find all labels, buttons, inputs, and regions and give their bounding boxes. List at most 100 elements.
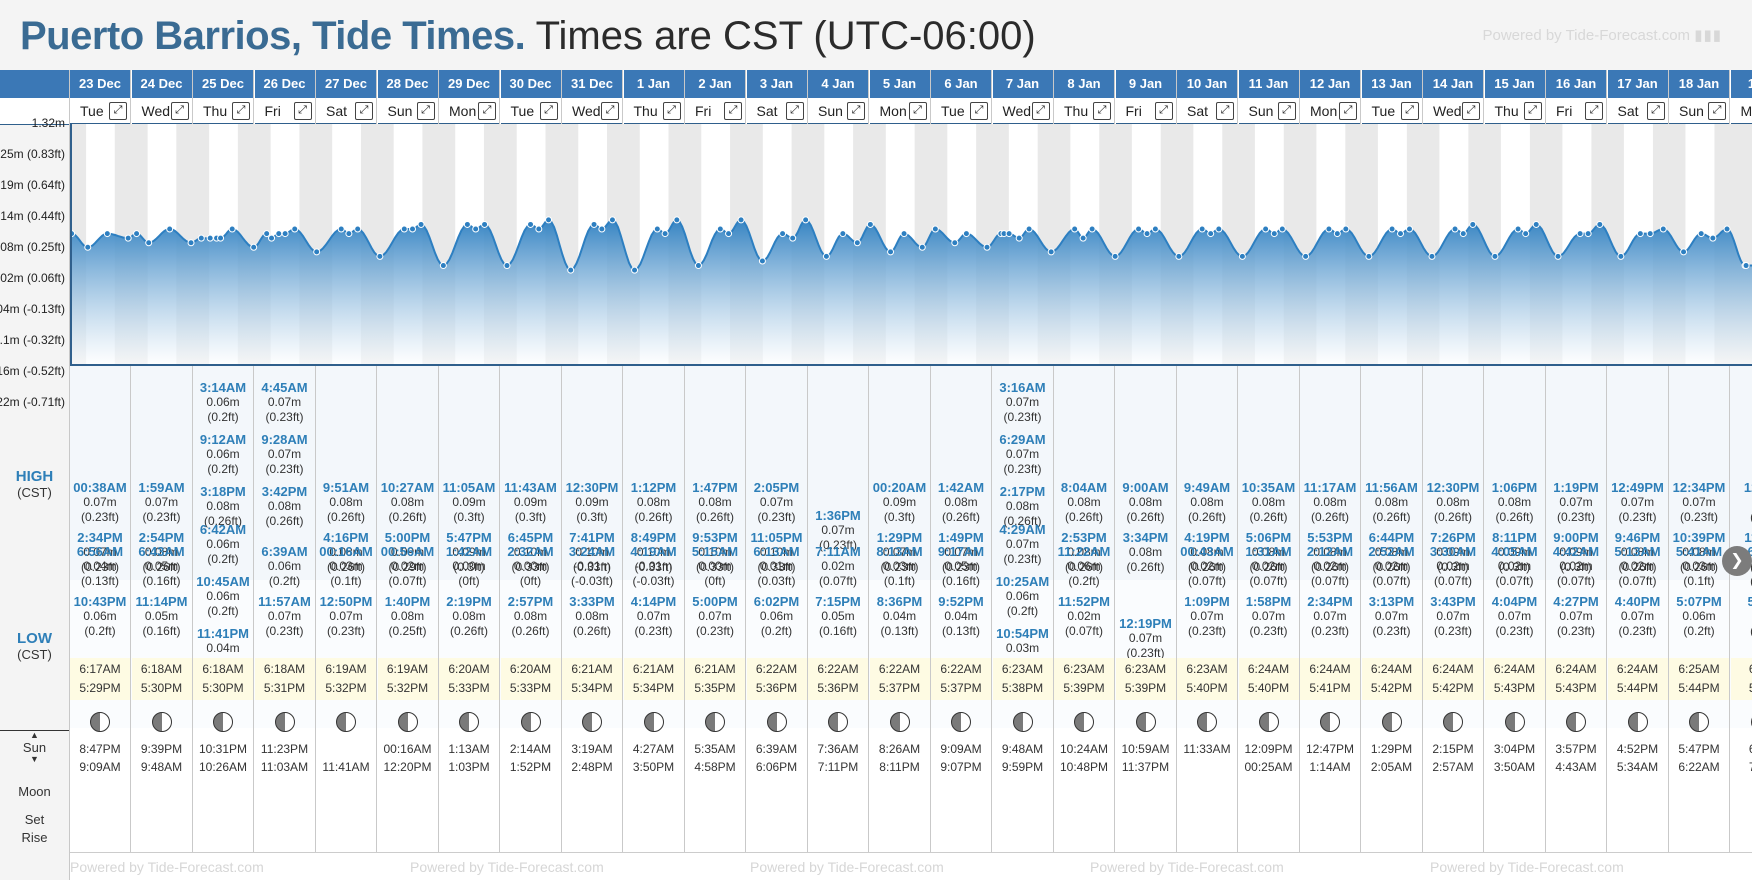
tide-extreme-point[interactable] bbox=[337, 225, 345, 233]
expand-day-icon[interactable]: ⤢ bbox=[785, 102, 804, 120]
tide-extreme-point[interactable] bbox=[1215, 225, 1223, 233]
tide-extreme-point[interactable] bbox=[354, 225, 362, 233]
tide-extreme-point[interactable] bbox=[983, 243, 991, 251]
tide-extreme-point[interactable] bbox=[472, 225, 480, 233]
tide-extreme-point[interactable] bbox=[887, 248, 895, 256]
tide-extreme-point[interactable] bbox=[598, 225, 606, 233]
expand-day-icon[interactable]: ⤢ bbox=[170, 102, 189, 120]
tide-extreme-point[interactable] bbox=[661, 230, 669, 238]
tide-extreme-point[interactable] bbox=[789, 234, 797, 242]
tide-extreme-point[interactable] bbox=[1514, 225, 1522, 233]
tide-extreme-point[interactable] bbox=[608, 216, 616, 224]
tide-extreme-point[interactable] bbox=[853, 239, 861, 247]
tide-extreme-point[interactable] bbox=[1071, 225, 1079, 233]
tide-extreme-point[interactable] bbox=[1396, 230, 1404, 238]
tide-extreme-point[interactable] bbox=[124, 234, 132, 242]
tide-extreme-point[interactable] bbox=[1262, 225, 1270, 233]
tide-extreme-point[interactable] bbox=[263, 230, 271, 238]
expand-day-icon[interactable]: ⤢ bbox=[355, 102, 373, 120]
expand-day-icon[interactable]: ⤢ bbox=[109, 102, 127, 120]
tide-extreme-point[interactable] bbox=[1709, 234, 1717, 242]
tide-extreme-point[interactable] bbox=[1406, 225, 1414, 233]
tide-extreme-point[interactable] bbox=[439, 262, 447, 270]
tide-extreme-point[interactable] bbox=[1646, 230, 1654, 238]
tide-extreme-point[interactable] bbox=[527, 220, 535, 228]
tide-extreme-point[interactable] bbox=[1388, 225, 1396, 233]
tide-extreme-point[interactable] bbox=[1135, 225, 1143, 233]
tide-extreme-point[interactable] bbox=[1207, 230, 1215, 238]
tide-extreme-point[interactable] bbox=[1079, 234, 1087, 242]
tide-extreme-point[interactable] bbox=[918, 243, 926, 251]
tide-extreme-point[interactable] bbox=[716, 225, 724, 233]
expand-day-icon[interactable]: ⤢ bbox=[1277, 102, 1296, 120]
tide-extreme-point[interactable] bbox=[1697, 230, 1705, 238]
expand-day-icon[interactable]: ⤢ bbox=[847, 102, 865, 120]
tide-extreme-point[interactable] bbox=[1491, 252, 1499, 260]
tide-extreme-point[interactable] bbox=[1238, 252, 1246, 260]
tide-extreme-point[interactable] bbox=[1175, 252, 1183, 260]
tide-extreme-point[interactable] bbox=[291, 225, 299, 233]
expand-day-icon[interactable]: ⤢ bbox=[1400, 102, 1419, 120]
tide-extreme-point[interactable] bbox=[1143, 230, 1151, 238]
tide-extreme-point[interactable] bbox=[417, 220, 425, 228]
tide-extreme-point[interactable] bbox=[1025, 225, 1033, 233]
tide-extreme-point[interactable] bbox=[1005, 230, 1013, 238]
tide-extreme-point[interactable] bbox=[1325, 225, 1333, 233]
expand-day-icon[interactable]: ⤢ bbox=[601, 102, 619, 120]
tide-extreme-point[interactable] bbox=[103, 230, 111, 238]
tide-extreme-point[interactable] bbox=[951, 239, 959, 247]
tide-extreme-point[interactable] bbox=[1451, 225, 1459, 233]
tide-extreme-point[interactable] bbox=[1365, 252, 1373, 260]
tide-extreme-point[interactable] bbox=[1554, 252, 1562, 260]
tide-extreme-point[interactable] bbox=[409, 225, 417, 233]
expand-day-icon[interactable]: ⤢ bbox=[1093, 102, 1111, 120]
tide-extreme-point[interactable] bbox=[1636, 230, 1644, 238]
tide-extreme-point[interactable] bbox=[1278, 225, 1286, 233]
tide-extreme-point[interactable] bbox=[900, 230, 908, 238]
tide-extreme-point[interactable] bbox=[779, 230, 787, 238]
tide-extreme-point[interactable] bbox=[590, 220, 598, 228]
tide-extreme-point[interactable] bbox=[1584, 230, 1592, 238]
tide-extreme-point[interactable] bbox=[1151, 225, 1159, 233]
expand-day-icon[interactable]: ⤢ bbox=[539, 102, 558, 120]
expand-day-icon[interactable]: ⤢ bbox=[1646, 102, 1665, 120]
tide-extreme-point[interactable] bbox=[1111, 252, 1119, 260]
expand-day-icon[interactable]: ⤢ bbox=[662, 102, 681, 120]
expand-day-icon[interactable]: ⤢ bbox=[478, 102, 496, 120]
expand-day-icon[interactable]: ⤢ bbox=[1462, 102, 1480, 120]
tide-extreme-point[interactable] bbox=[1015, 234, 1023, 242]
tide-extreme-point[interactable] bbox=[1469, 220, 1477, 228]
tide-extreme-point[interactable] bbox=[694, 262, 702, 270]
tide-extreme-point[interactable] bbox=[481, 220, 489, 228]
tide-extreme-point[interactable] bbox=[1302, 252, 1310, 260]
tide-extreme-point[interactable] bbox=[1270, 230, 1278, 238]
tide-extreme-point[interactable] bbox=[145, 239, 153, 247]
tide-extreme-point[interactable] bbox=[1723, 225, 1731, 233]
tide-extreme-point[interactable] bbox=[545, 216, 553, 224]
tide-extreme-point[interactable] bbox=[1596, 220, 1604, 228]
tide-extreme-point[interactable] bbox=[822, 252, 830, 260]
expand-day-icon[interactable]: ⤢ bbox=[1523, 102, 1542, 120]
tide-extreme-point[interactable] bbox=[400, 225, 408, 233]
tide-extreme-point[interactable] bbox=[839, 230, 847, 238]
powered-by-top[interactable]: Powered by Tide-Forecast.com ▮▮▮ bbox=[1482, 26, 1722, 44]
tide-extreme-point[interactable] bbox=[567, 266, 575, 274]
tide-extreme-point[interactable] bbox=[1532, 220, 1540, 228]
tide-extreme-point[interactable] bbox=[463, 220, 471, 228]
tide-extreme-point[interactable] bbox=[197, 234, 205, 242]
tide-extreme-point[interactable] bbox=[228, 225, 236, 233]
tide-extreme-point[interactable] bbox=[187, 239, 195, 247]
tide-extreme-point[interactable] bbox=[166, 225, 174, 233]
tide-extreme-point[interactable] bbox=[1659, 225, 1667, 233]
tide-extreme-point[interactable] bbox=[1459, 230, 1467, 238]
expand-day-icon[interactable]: ⤢ bbox=[416, 102, 435, 120]
tide-extreme-point[interactable] bbox=[275, 230, 283, 238]
tide-extreme-point[interactable] bbox=[1047, 248, 1055, 256]
tide-extreme-point[interactable] bbox=[1742, 262, 1750, 270]
tide-extreme-point[interactable] bbox=[673, 216, 681, 224]
tide-extreme-point[interactable] bbox=[1342, 225, 1350, 233]
expand-day-icon[interactable]: ⤢ bbox=[1216, 102, 1234, 120]
tide-extreme-point[interactable] bbox=[725, 230, 733, 238]
expand-day-icon[interactable]: ⤢ bbox=[1585, 102, 1603, 120]
tide-extreme-point[interactable] bbox=[737, 216, 745, 224]
